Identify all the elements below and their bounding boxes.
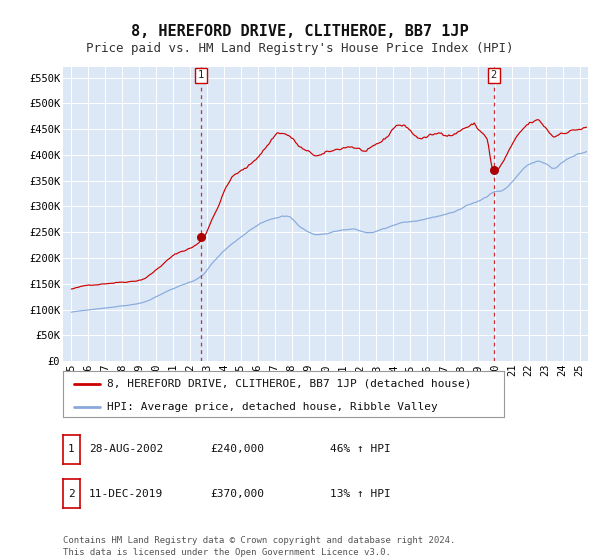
Text: £240,000: £240,000 [210,444,264,454]
Text: 1: 1 [68,444,75,454]
Text: 11-DEC-2019: 11-DEC-2019 [89,489,163,499]
Text: 8, HEREFORD DRIVE, CLITHEROE, BB7 1JP (detached house): 8, HEREFORD DRIVE, CLITHEROE, BB7 1JP (d… [107,379,472,389]
Text: Contains HM Land Registry data © Crown copyright and database right 2024.
This d: Contains HM Land Registry data © Crown c… [63,536,455,557]
Text: 13% ↑ HPI: 13% ↑ HPI [330,489,391,499]
Text: 2: 2 [491,70,497,80]
Text: Price paid vs. HM Land Registry's House Price Index (HPI): Price paid vs. HM Land Registry's House … [86,42,514,55]
Text: £370,000: £370,000 [210,489,264,499]
Text: 28-AUG-2002: 28-AUG-2002 [89,444,163,454]
Text: 1: 1 [198,70,204,80]
Text: 46% ↑ HPI: 46% ↑ HPI [330,444,391,454]
Text: 2: 2 [68,489,75,499]
Text: HPI: Average price, detached house, Ribble Valley: HPI: Average price, detached house, Ribb… [107,402,438,412]
Text: 8, HEREFORD DRIVE, CLITHEROE, BB7 1JP: 8, HEREFORD DRIVE, CLITHEROE, BB7 1JP [131,25,469,39]
